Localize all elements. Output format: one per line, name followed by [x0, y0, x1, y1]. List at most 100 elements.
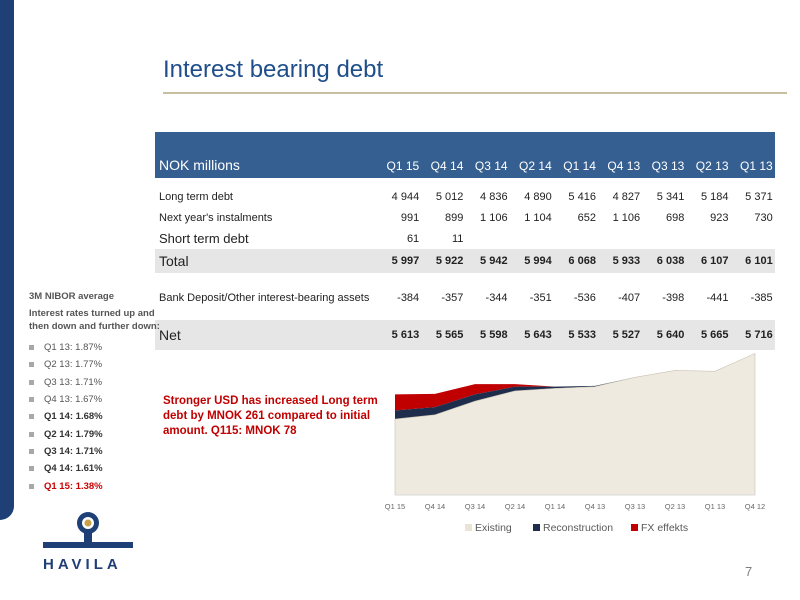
- table-cell: 5 997: [391, 255, 420, 267]
- nibor-item: Q2 14: 1.79%: [29, 425, 161, 442]
- logo-text: HAVILA: [43, 556, 122, 573]
- table-cell: 5 994: [524, 255, 552, 267]
- table-cell: 5 527: [612, 329, 641, 341]
- row-label: Next year's instalments: [159, 211, 273, 224]
- table-cell: 6 101: [745, 255, 773, 267]
- x-tick-label: Q4 12: [745, 502, 765, 511]
- bullet-icon: [29, 397, 34, 403]
- series-area-existing: [394, 352, 756, 496]
- x-tick-label: Q4 14: [425, 502, 445, 511]
- legend-label: Reconstruction: [543, 522, 613, 534]
- row-label: Short term debt: [159, 231, 249, 246]
- legend-swatch: [465, 524, 472, 531]
- nibor-item-text: Q2 13: 1.77%: [44, 359, 103, 371]
- row-label: Total: [159, 253, 189, 269]
- nibor-item-text: Q2 14: 1.79%: [44, 428, 103, 440]
- table-row-short-term-debt: Short term debt 61 11: [155, 228, 775, 249]
- nibor-item: Q1 15: 1.38%: [29, 477, 161, 494]
- debt-area-chart: Q1 15 Q4 14 Q3 14 Q2 14 Q1 14 Q4 13 Q3 13 Q2 13…: [360, 350, 780, 550]
- table-cell: 6 107: [700, 255, 729, 267]
- x-tick-label: Q1 14: [545, 502, 565, 511]
- table-cell: 4 890: [524, 190, 552, 203]
- row-label: Net: [159, 327, 181, 343]
- x-tick-label: Q1 13: [705, 502, 725, 511]
- nibor-item: Q3 13: 1.71%: [29, 374, 161, 391]
- page-title: Interest bearing debt: [163, 56, 384, 83]
- table-row-long-term-debt: Long term debt 4 944 5 012 4 836 4 890 5…: [155, 186, 775, 207]
- nibor-item-text: Q1 13: 1.87%: [44, 342, 103, 354]
- sidebar-description: Interest rates turned up and then down a…: [29, 308, 160, 332]
- nibor-list: Q1 13: 1.87% Q2 13: 1.77% Q3 13: 1.71% Q4 1…: [29, 339, 161, 495]
- bullet-icon: [29, 431, 34, 437]
- chart-svg: Q1 15 Q4 14 Q3 14 Q2 14 Q1 14 Q4 13 Q3 13 Q2 13…: [385, 352, 765, 534]
- table-cell: 923: [710, 211, 729, 224]
- bullet-icon: [29, 362, 34, 368]
- nibor-item-text: Q1 14: 1.68%: [44, 411, 103, 423]
- bullet-icon: [29, 345, 34, 351]
- bullet-icon: [29, 379, 34, 385]
- nibor-item-text: Q4 14: 1.61%: [44, 463, 103, 475]
- column-header: Q1 13: [739, 159, 773, 173]
- column-header: Q4 13: [607, 159, 641, 173]
- bullet-icon: [29, 414, 34, 420]
- legend-swatch: [533, 524, 540, 531]
- table-cell: -407: [618, 291, 641, 304]
- column-header: Q1 14: [563, 159, 596, 173]
- table-cell: 5 184: [700, 190, 729, 203]
- table-cell: 5 341: [656, 190, 685, 203]
- table-row-net: Net 5 613 5 565 5 598 5 643 5 533 5 527 …: [155, 320, 775, 350]
- nibor-item: Q1 14: 1.68%: [29, 408, 161, 425]
- x-tick-label: Q3 14: [465, 502, 485, 511]
- row-label: Long term debt: [159, 190, 233, 203]
- legend-swatch: [631, 524, 638, 531]
- column-header: Q3 14: [474, 159, 508, 173]
- table-row-bank-deposit: Bank Deposit/Other interest-bearing asse…: [155, 287, 775, 308]
- havila-logo: [38, 508, 138, 578]
- series-area-reconstruction: [395, 353, 755, 420]
- nibor-item-text: Q3 14: 1.71%: [44, 445, 103, 457]
- bullet-icon: [29, 466, 34, 472]
- table-cell: 5 613: [391, 329, 420, 341]
- column-header: Q4 14: [430, 159, 464, 173]
- nibor-item-text: Q3 13: 1.71%: [44, 376, 103, 388]
- x-tick-label: Q4 13: [585, 502, 605, 511]
- table-cell: 11: [451, 232, 464, 245]
- table-cell: 5 933: [612, 255, 641, 267]
- table-cell: -536: [573, 291, 596, 304]
- fx-annotation: Stronger USD has increased Long term deb…: [163, 395, 378, 437]
- legend-label: Existing: [475, 522, 512, 534]
- table-cell: -344: [485, 291, 508, 304]
- table-cell: 5 643: [524, 329, 552, 341]
- table-cell: -384: [397, 291, 420, 304]
- table-cell: 5 533: [568, 329, 596, 341]
- table-cell: 5 371: [745, 190, 773, 203]
- table-cell: 698: [665, 211, 685, 224]
- x-tick-label: Q3 13: [625, 502, 645, 511]
- table-cell: 5 416: [568, 190, 596, 203]
- nibor-item: Q4 13: 1.67%: [29, 391, 161, 408]
- table-cell: 1 106: [480, 211, 508, 224]
- nibor-item-text: Q4 13: 1.67%: [44, 394, 103, 406]
- table-cell: 5 598: [480, 329, 508, 341]
- table-cell: 6 068: [568, 255, 596, 267]
- table-cell: 5 565: [435, 329, 464, 341]
- x-tick-label: Q1 15: [385, 502, 405, 511]
- table-cell: 5 012: [435, 190, 464, 203]
- nibor-sidebar: 3M NIBOR average Interest rates turned u…: [29, 291, 161, 495]
- table-header-label: NOK millions: [159, 157, 240, 173]
- table-cell: -357: [441, 291, 464, 304]
- table-cell: 4 944: [391, 190, 420, 203]
- table-header-row: NOK millions Q1 15 Q4 14 Q3 14 Q2 14 Q1 …: [155, 132, 775, 178]
- table-cell: 991: [400, 211, 420, 224]
- table-cell: 730: [754, 211, 773, 224]
- table-cell: 5 640: [656, 329, 685, 341]
- table-cell: 5 922: [435, 255, 464, 267]
- x-tick-label: Q2 14: [505, 502, 525, 511]
- column-header: Q2 13: [695, 159, 729, 173]
- table-row-instalments: Next year's instalments 991 899 1 106 1 …: [155, 207, 775, 228]
- column-header: Q2 14: [519, 159, 552, 173]
- table-cell: -351: [529, 291, 552, 304]
- column-header: Q3 13: [651, 159, 685, 173]
- row-label: Bank Deposit/Other interest-bearing asse…: [159, 291, 370, 304]
- table-cell: 899: [445, 211, 464, 224]
